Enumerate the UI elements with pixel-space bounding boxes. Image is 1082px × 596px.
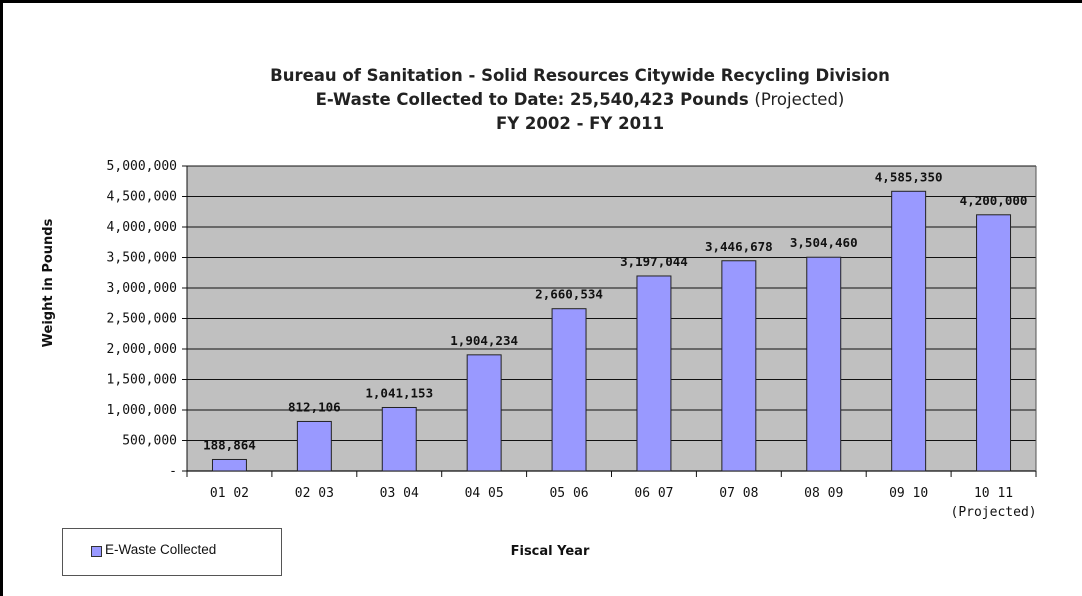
y-tick-label: 4,500,000 bbox=[107, 190, 177, 205]
bar-10-11 bbox=[976, 214, 1012, 472]
bar-09-10 bbox=[891, 190, 927, 472]
chart-title: Bureau of Sanitation - Solid Resources C… bbox=[150, 64, 1010, 136]
x-tick-label: 02 03 bbox=[295, 486, 334, 501]
x-tick-label: 03 04 bbox=[380, 486, 419, 501]
y-tick-label: 3,500,000 bbox=[107, 251, 177, 266]
data-label: 4,200,000 bbox=[960, 193, 1028, 208]
y-tick-label: 2,000,000 bbox=[107, 342, 177, 357]
data-label: 812,106 bbox=[288, 399, 341, 414]
data-label: 3,446,678 bbox=[705, 239, 773, 254]
y-tick-label: 500,000 bbox=[122, 434, 177, 449]
title-projected: (Projected) bbox=[754, 90, 845, 109]
x-axis-title: Fiscal Year bbox=[511, 544, 590, 559]
x-tick-sublabel: (Projected) bbox=[951, 505, 1037, 520]
legend-swatch bbox=[91, 546, 102, 557]
bar-04-05 bbox=[466, 354, 502, 472]
y-axis-title: Weight in Pounds bbox=[41, 218, 56, 347]
x-tick-label: 07 08 bbox=[719, 486, 758, 501]
data-label: 3,197,044 bbox=[620, 254, 688, 269]
y-tick-label: 2,500,000 bbox=[107, 312, 177, 327]
y-tick-label: 4,000,000 bbox=[107, 220, 177, 235]
bar-07-08 bbox=[721, 260, 757, 472]
title-line-2: E-Waste Collected to Date: 25,540,423 Po… bbox=[150, 88, 1010, 112]
data-label: 4,585,350 bbox=[875, 169, 943, 184]
y-tick-label: 3,000,000 bbox=[107, 281, 177, 296]
bar-06-07 bbox=[636, 275, 672, 472]
bar-08-09 bbox=[806, 256, 842, 472]
data-label: 1,041,153 bbox=[365, 385, 433, 400]
y-tick-label: 1,000,000 bbox=[107, 403, 177, 418]
x-tick-label: 08 09 bbox=[804, 486, 843, 501]
x-tick-label: 04 05 bbox=[465, 486, 504, 501]
x-tick-label: 06 07 bbox=[634, 486, 673, 501]
title-line-3: FY 2002 - FY 2011 bbox=[495, 114, 665, 133]
x-tick-label: 09 10 bbox=[889, 486, 928, 501]
bar-03-04 bbox=[381, 406, 417, 472]
legend: E-Waste Collected bbox=[62, 528, 282, 576]
bar-05-06 bbox=[551, 308, 587, 472]
data-label: 2,660,534 bbox=[535, 287, 603, 302]
x-tick-label: 01 02 bbox=[210, 486, 249, 501]
data-label: 1,904,234 bbox=[450, 333, 518, 348]
bar-02-03 bbox=[296, 420, 332, 472]
data-label: 188,864 bbox=[203, 437, 256, 452]
bar-01-02 bbox=[211, 458, 247, 472]
data-label: 3,504,460 bbox=[790, 235, 858, 250]
x-tick-label: 10 11 bbox=[974, 486, 1013, 501]
y-tick-label: - bbox=[169, 464, 177, 479]
plot-area: - 500,000 1,000,000 1,500,000 2,000,000 2,500… bbox=[107, 159, 1037, 520]
x-tick-label: 05 06 bbox=[549, 486, 588, 501]
title-line-1: Bureau of Sanitation - Solid Resources C… bbox=[270, 66, 890, 85]
y-tick-label: 1,500,000 bbox=[107, 373, 177, 388]
y-tick-label: 5,000,000 bbox=[107, 159, 177, 174]
title-line-2-main: E-Waste Collected to Date: 25,540,423 Po… bbox=[315, 90, 749, 109]
legend-label: E-Waste Collected bbox=[105, 542, 217, 557]
